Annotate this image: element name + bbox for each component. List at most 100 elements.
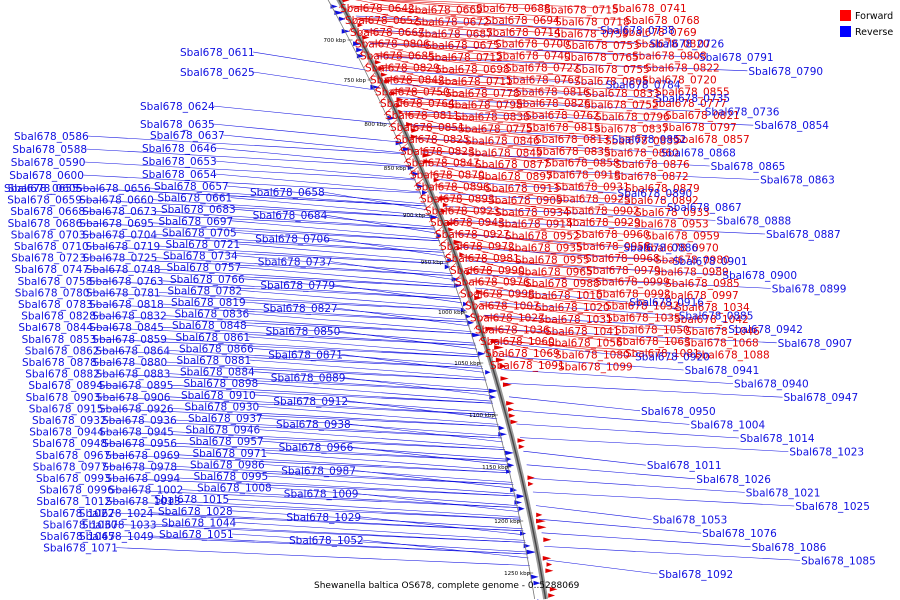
gene-label[interactable]: Sbal678_0850 (266, 326, 341, 338)
gene-label[interactable]: Sbal678_0775 (458, 124, 533, 136)
gene-label[interactable]: Sbal678_0871 (268, 349, 343, 361)
gene-label[interactable]: Sbal678_0889 (271, 373, 346, 385)
gene-label[interactable]: Sbal678_0957 (189, 436, 264, 448)
gene-label[interactable]: Sbal678_1035 (606, 312, 681, 324)
gene-label[interactable]: Sbal678_0815 (526, 122, 601, 134)
gene-label[interactable]: Sbal678_0849 (468, 147, 543, 159)
gene-label[interactable]: Sbal678_0836 (175, 309, 250, 321)
gene-label[interactable]: Sbal678_0978 (102, 461, 177, 473)
gene-label[interactable]: Sbal678_0997 (664, 290, 739, 302)
gene-label[interactable]: Sbal678_0894 (28, 380, 103, 392)
gene-label[interactable]: Sbal678_0813 (535, 134, 610, 146)
gene-label[interactable]: Sbal678_0764 (380, 98, 455, 110)
gene-label[interactable]: Sbal678_0966 (279, 442, 354, 454)
gene-label[interactable]: Sbal678_1031 (538, 314, 613, 326)
gene-label[interactable]: Sbal678_1092 (659, 569, 734, 581)
gene-label[interactable]: Sbal678_0923 (425, 205, 500, 217)
gene-label[interactable]: Sbal678_0767 (506, 74, 581, 86)
gene-label[interactable]: Sbal678_1004 (690, 419, 765, 431)
gene-label[interactable]: Sbal678_0783 (18, 299, 93, 311)
gene-label[interactable]: Sbal678_1088 (695, 350, 770, 362)
gene-label[interactable]: Sbal678_1052 (289, 535, 364, 547)
gene-label[interactable]: Sbal678_0863 (760, 175, 835, 187)
gene-label[interactable]: Sbal678_0718 (555, 16, 630, 28)
gene-label[interactable]: Sbal678_0859 (92, 334, 167, 346)
gene-label[interactable]: Sbal678_1026 (696, 474, 771, 486)
gene-label[interactable]: Sbal678_0972 (440, 241, 515, 253)
gene-label[interactable]: Sbal678_0757 (167, 262, 242, 274)
gene-label[interactable]: Sbal678_0927 (435, 229, 510, 241)
gene-label[interactable]: Sbal678_1011 (647, 460, 722, 472)
gene-label[interactable]: Sbal678_0806 (355, 39, 430, 51)
gene-label[interactable]: Sbal678_0823 (400, 146, 475, 158)
gene-label[interactable]: Sbal678_0779 (260, 280, 335, 292)
gene-label[interactable]: Sbal678_0872 (614, 171, 689, 183)
gene-label[interactable]: Sbal678_1060 (480, 336, 555, 348)
gene-label[interactable]: Sbal678_0990 (450, 265, 525, 277)
gene-label[interactable]: Sbal678_0987 (281, 465, 356, 477)
gene-label[interactable]: Sbal678_0798 (448, 100, 523, 112)
gene-label[interactable]: Sbal678_1028 (158, 506, 233, 518)
gene-label[interactable]: Sbal678_0686 (8, 218, 83, 230)
gene-label[interactable]: Sbal678_0996 (39, 485, 114, 497)
gene-label[interactable]: Sbal678_0930 (185, 401, 260, 413)
gene-label[interactable]: Sbal678_0741 (612, 3, 687, 15)
gene-label[interactable]: Sbal678_0933 (635, 207, 710, 219)
gene-label[interactable]: Sbal678_0797 (662, 122, 737, 134)
gene-label[interactable]: Sbal678_1020 (535, 302, 610, 314)
gene-label[interactable]: Sbal678_0893 (420, 193, 495, 205)
gene-label[interactable]: Sbal678_0851 (390, 122, 465, 134)
gene-label[interactable]: Sbal678_0706 (255, 233, 330, 245)
gene-label[interactable]: Sbal678_0781 (86, 287, 161, 299)
gene-label[interactable]: Sbal678_1076 (702, 528, 777, 540)
gene-label[interactable]: Sbal678_0695 (79, 218, 154, 230)
gene-label[interactable]: Sbal678_0694 (485, 15, 560, 27)
gene-label[interactable]: Sbal678_0712 (428, 52, 503, 64)
gene-label[interactable]: Sbal678_0857 (675, 134, 750, 146)
gene-label[interactable]: Sbal678_0722 (505, 63, 580, 75)
gene-label[interactable]: Sbal678_0763 (89, 276, 164, 288)
gene-label[interactable]: Sbal678_0934 (495, 207, 570, 219)
gene-label[interactable]: Sbal678_0837 (594, 124, 669, 136)
gene-label[interactable]: Sbal678_0999 (595, 277, 670, 289)
gene-label[interactable]: Sbal678_0846 (465, 135, 540, 147)
gene-label[interactable]: Sbal678_1024 (79, 508, 154, 520)
gene-label[interactable]: Sbal678_0915 (29, 403, 104, 415)
gene-label[interactable]: Sbal678_0952 (505, 231, 580, 243)
gene-label[interactable]: Sbal678_0969 (105, 450, 180, 462)
gene-label[interactable]: Sbal678_0737 (258, 257, 333, 269)
gene-label[interactable]: Sbal678_0884 (180, 367, 255, 379)
gene-label[interactable]: Sbal678_1021 (746, 487, 821, 499)
gene-label[interactable]: Sbal678_0842 (370, 74, 445, 86)
gene-label[interactable]: Sbal678_0833 (585, 88, 660, 100)
gene-label[interactable]: Sbal678_0642 (340, 3, 415, 15)
gene-label[interactable]: Sbal678_0980 (655, 254, 730, 266)
gene-label[interactable]: Sbal678_0726 (649, 39, 724, 51)
gene-label[interactable]: Sbal678_0936 (102, 415, 177, 427)
gene-label[interactable]: Sbal678_0855 (655, 86, 730, 98)
gene-label[interactable]: Sbal678_0829 (365, 63, 440, 75)
gene-label[interactable]: Sbal678_0672 (415, 16, 490, 28)
gene-label[interactable]: Sbal678_0646 (142, 143, 217, 155)
gene-label[interactable]: Sbal678_0876 (615, 159, 690, 171)
gene-label[interactable]: Sbal678_0715 (544, 5, 619, 17)
gene-label[interactable]: Sbal678_0735 (655, 93, 730, 105)
gene-label[interactable]: Sbal678_0777 (652, 98, 727, 110)
gene-label[interactable]: Sbal678_0637 (150, 130, 225, 142)
gene-label[interactable]: Sbal678_0725 (83, 253, 158, 265)
gene-label[interactable]: Sbal678_0835 (536, 146, 611, 158)
gene-label[interactable]: Sbal678_0750 (375, 86, 450, 98)
gene-label[interactable]: Sbal678_1068 (684, 338, 759, 350)
gene-label[interactable]: Sbal678_0882 (25, 369, 100, 381)
gene-label[interactable]: Sbal678_0791 (699, 52, 774, 64)
gene-label[interactable]: Sbal678_0611 (180, 47, 255, 59)
gene-label[interactable]: Sbal678_0865 (711, 161, 786, 173)
gene-label[interactable]: Sbal678_0826 (516, 98, 591, 110)
gene-label[interactable]: Sbal678_1029 (286, 512, 361, 524)
gene-label[interactable]: Sbal678_0704 (82, 229, 157, 241)
gene-label[interactable]: Sbal678_0588 (12, 144, 87, 156)
gene-label[interactable]: Sbal678_0959 (645, 231, 720, 243)
gene-label[interactable]: Sbal678_1027 (470, 312, 545, 324)
gene-label[interactable]: Sbal678_0853 (22, 334, 97, 346)
gene-label[interactable]: Sbal678_0861 (176, 332, 251, 344)
